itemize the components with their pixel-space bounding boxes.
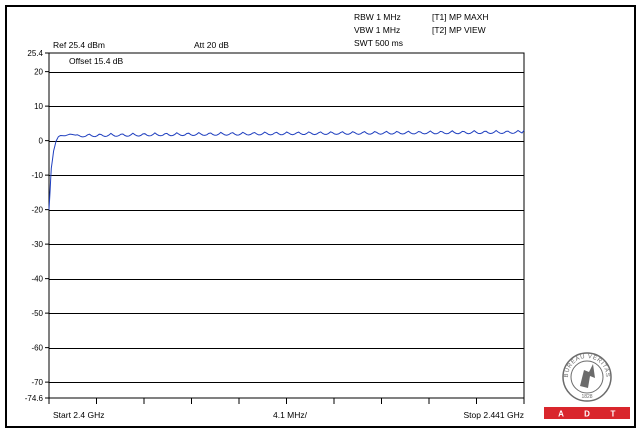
- span-per-division-label: 4.1 MHz/: [273, 410, 308, 420]
- trace1-label: [T1] MP MAXH: [432, 12, 489, 22]
- trace2-label: [T2] MP VIEW: [432, 25, 486, 35]
- bureau-veritas-logo: BUREAU VERITAS 1828: [562, 352, 612, 402]
- y-tick-label: 10: [34, 102, 43, 111]
- y-tick-label: 0: [39, 137, 44, 146]
- stop-frequency-label: Stop 2.441 GHz: [464, 410, 524, 420]
- analyzer-plot-frame: [5, 5, 636, 428]
- start-frequency-label: Start 2.4 GHz: [53, 410, 105, 420]
- y-tick-label: -60: [31, 344, 43, 353]
- y-tick-label: 25.4: [27, 49, 43, 58]
- trace-line: [48, 129, 525, 210]
- swt-label: SWT 500 ms: [354, 38, 403, 48]
- adt-letter-d: D: [584, 410, 590, 419]
- y-tick-label: -70: [31, 378, 43, 387]
- plot-grid: [48, 52, 525, 399]
- plot-area-border: [48, 52, 525, 399]
- y-tick-label: -10: [31, 171, 43, 180]
- rbw-label: RBW 1 MHz: [354, 12, 401, 22]
- svg-text:1828: 1828: [581, 394, 592, 400]
- y-tick-label: -50: [31, 309, 43, 318]
- adt-brand-bar: A D T: [544, 407, 630, 419]
- x-axis-ticks: [48, 398, 525, 404]
- y-tick-label: 20: [34, 68, 43, 77]
- ref-level-label: Ref 25.4 dBm: [53, 40, 105, 50]
- vbw-label: VBW 1 MHz: [354, 25, 400, 35]
- adt-letter-a: A: [558, 410, 564, 419]
- y-tick-label: -20: [31, 206, 43, 215]
- adt-letter-t: T: [611, 410, 616, 419]
- attenuation-label: Att 20 dB: [194, 40, 229, 50]
- y-tick-label: -74.6: [25, 394, 44, 403]
- y-axis-ticks: 25.4 20 10 0 -10 -20 -30 -40 -50 -60 -70 -74.6: [25, 49, 49, 403]
- y-tick-label: -40: [31, 275, 43, 284]
- offset-label: Offset 15.4 dB: [69, 56, 124, 66]
- y-tick-label: -30: [31, 240, 43, 249]
- trace-layer: [48, 129, 525, 210]
